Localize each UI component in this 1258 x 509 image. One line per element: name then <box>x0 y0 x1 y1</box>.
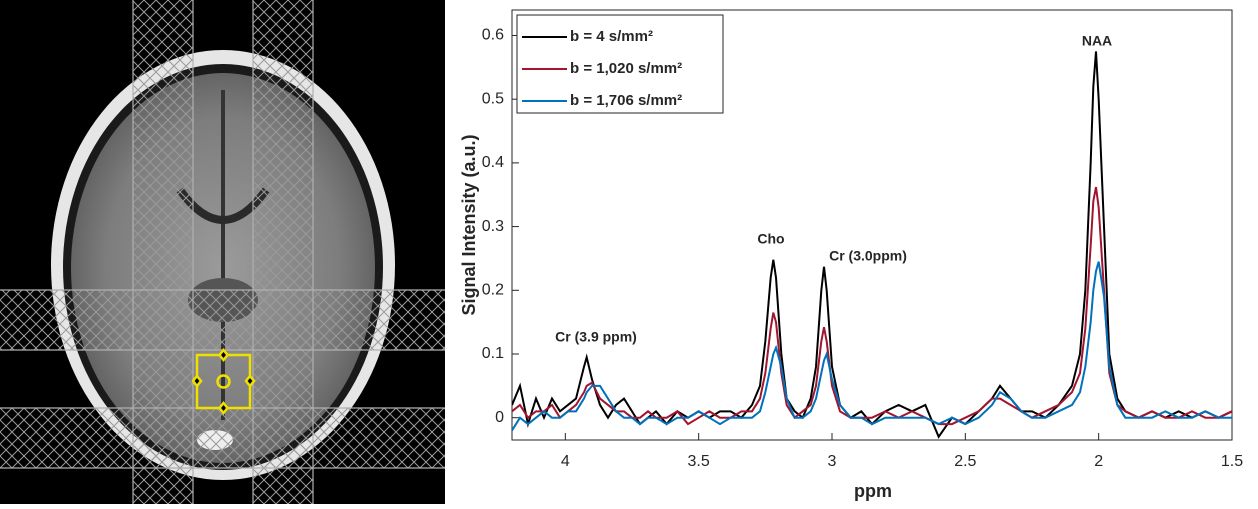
x-axis-title: ppm <box>854 481 892 501</box>
y-tick-label: 0 <box>495 409 504 426</box>
series-line <box>512 186 1232 426</box>
series-line <box>512 51 1232 439</box>
x-tick-label: 2.5 <box>954 453 976 470</box>
legend-label: b = 4 s/mm² <box>570 28 653 45</box>
mri-image <box>0 0 445 504</box>
peak-annotation: Cr (3.9 ppm) <box>555 329 637 345</box>
y-tick-label: 0.6 <box>482 27 504 44</box>
y-tick-label: 0.3 <box>482 218 504 235</box>
y-tick-label: 0.1 <box>482 345 504 362</box>
x-tick-label: 3 <box>828 453 837 470</box>
x-tick-label: 3.5 <box>688 453 710 470</box>
y-tick-label: 0.2 <box>482 282 504 299</box>
peak-annotation: NAA <box>1082 33 1112 49</box>
x-tick-label: 4 <box>561 453 570 470</box>
series-line <box>512 261 1232 431</box>
x-tick-label: 2 <box>1094 453 1103 470</box>
peak-annotation: Cr (3.0ppm) <box>829 248 907 264</box>
y-axis-title: Signal Intensity (a.u.) <box>459 134 479 315</box>
legend-label: b = 1,020 s/mm² <box>570 60 682 77</box>
y-tick-label: 0.4 <box>482 154 504 171</box>
x-tick-label: 1.5 <box>1221 453 1243 470</box>
y-tick-label: 0.5 <box>482 90 504 107</box>
legend-box <box>516 14 724 114</box>
peak-annotation: Cho <box>757 231 784 247</box>
legend-label: b = 1,706 s/mm² <box>570 92 682 109</box>
